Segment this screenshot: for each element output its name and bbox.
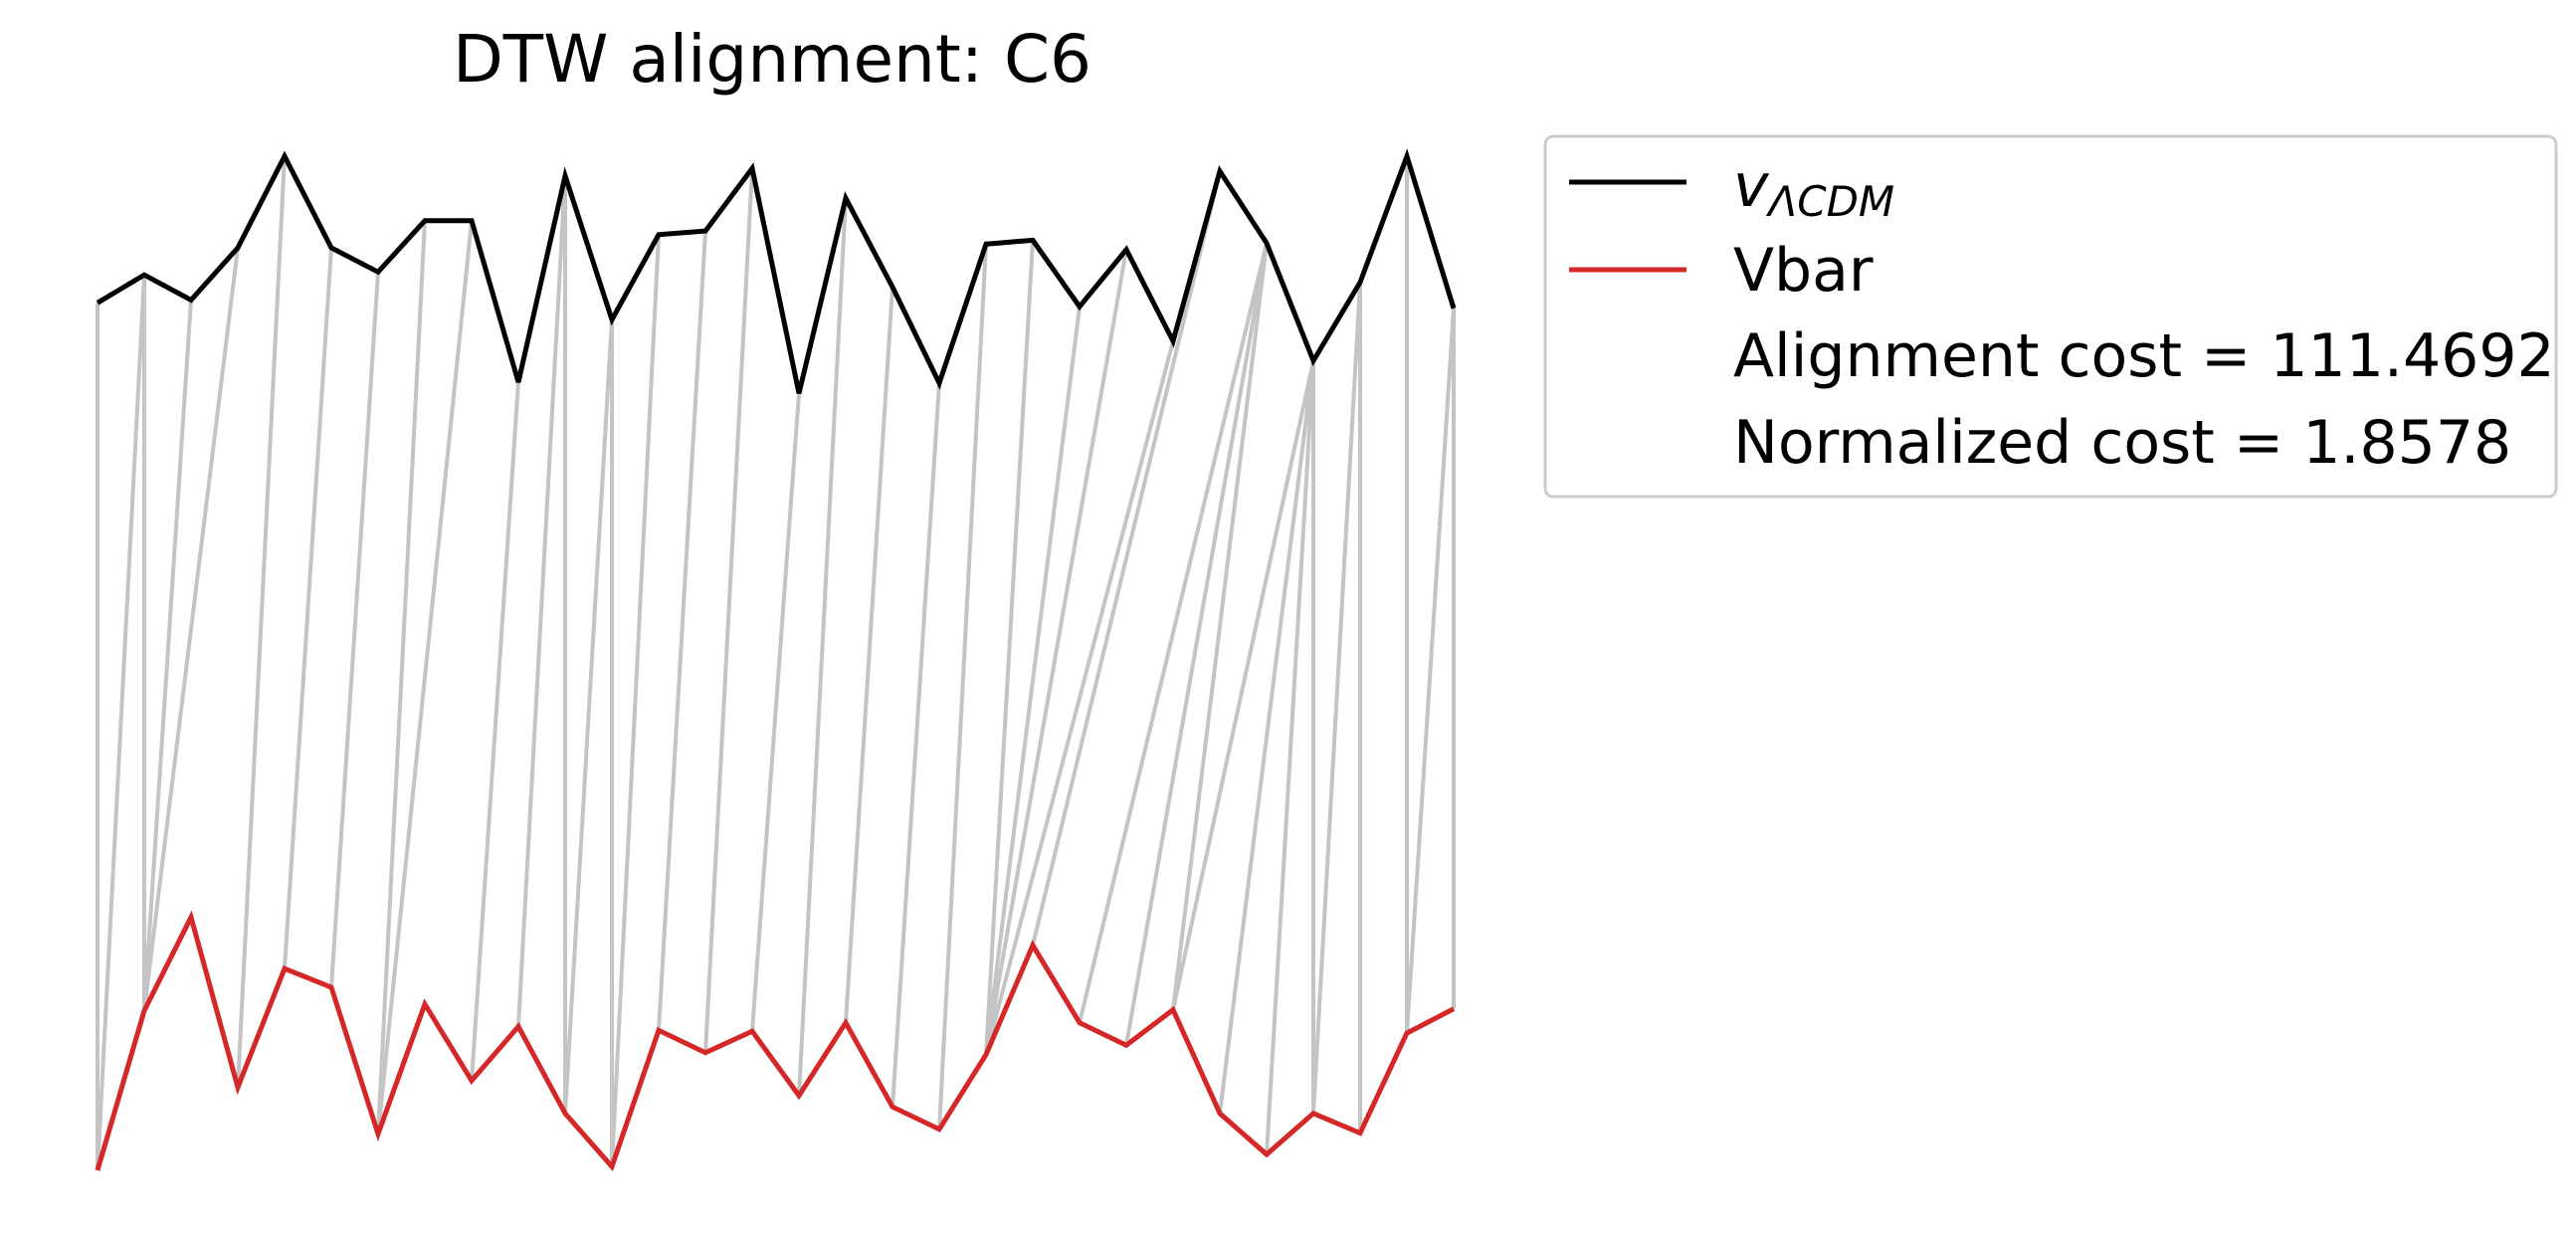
warp-line	[984, 240, 1035, 1055]
series-line-vbar	[95, 910, 1456, 1172]
plot-area	[95, 148, 1457, 1172]
warp-line	[1311, 282, 1362, 1114]
warp-line	[891, 382, 941, 1108]
warp-line	[657, 230, 707, 1031]
warp-line	[610, 234, 661, 1167]
warp-line	[984, 249, 1128, 1055]
legend-label-vbar: Vbar	[1733, 236, 1874, 306]
alignment-cost-annotation: Alignment cost = 111.4692	[1733, 321, 2555, 391]
warp-line	[984, 340, 1175, 1056]
legend: vΛCDM Vbar Alignment cost = 111.4692 Nor…	[1543, 134, 2558, 499]
warp-line	[844, 287, 894, 1023]
warp-line	[1124, 242, 1269, 1046]
warp-line	[797, 198, 848, 1097]
series-layer	[95, 148, 1457, 1172]
warp-line	[984, 306, 1082, 1055]
legend-frame	[1543, 134, 2558, 499]
warp-line	[470, 381, 520, 1082]
warp-line	[516, 175, 567, 1027]
warp-line	[376, 220, 427, 1135]
legend-label-lcdm: vΛCDM	[1733, 151, 1894, 226]
warp-line	[329, 272, 380, 988]
series-line-lcdm	[96, 148, 1457, 394]
warp-line	[376, 220, 474, 1135]
warp-line	[1171, 360, 1315, 1011]
warp-line	[236, 155, 287, 1088]
legend-label-lcdm-subscript: ΛCDM	[1766, 177, 1895, 226]
warp-line	[1218, 360, 1315, 1115]
warp-line	[750, 393, 801, 1032]
warp-lines	[96, 155, 1456, 1171]
warp-line	[1405, 308, 1456, 1034]
warp-line	[96, 275, 146, 1171]
warp-line	[1031, 170, 1222, 946]
warp-line	[283, 247, 333, 969]
warp-line	[142, 300, 193, 1011]
warp-line	[1265, 360, 1315, 1155]
warp-line	[1171, 243, 1269, 1010]
warp-line	[563, 319, 614, 1114]
legend-label-lcdm-main: v	[1733, 151, 1770, 221]
warp-line	[142, 247, 240, 1011]
chart-title: DTW alignment: C6	[453, 21, 1091, 98]
warp-line	[703, 168, 754, 1053]
normalized-cost-annotation: Normalized cost = 1.8578	[1733, 408, 2511, 478]
warp-line	[937, 244, 988, 1130]
warp-line	[1078, 242, 1269, 1024]
